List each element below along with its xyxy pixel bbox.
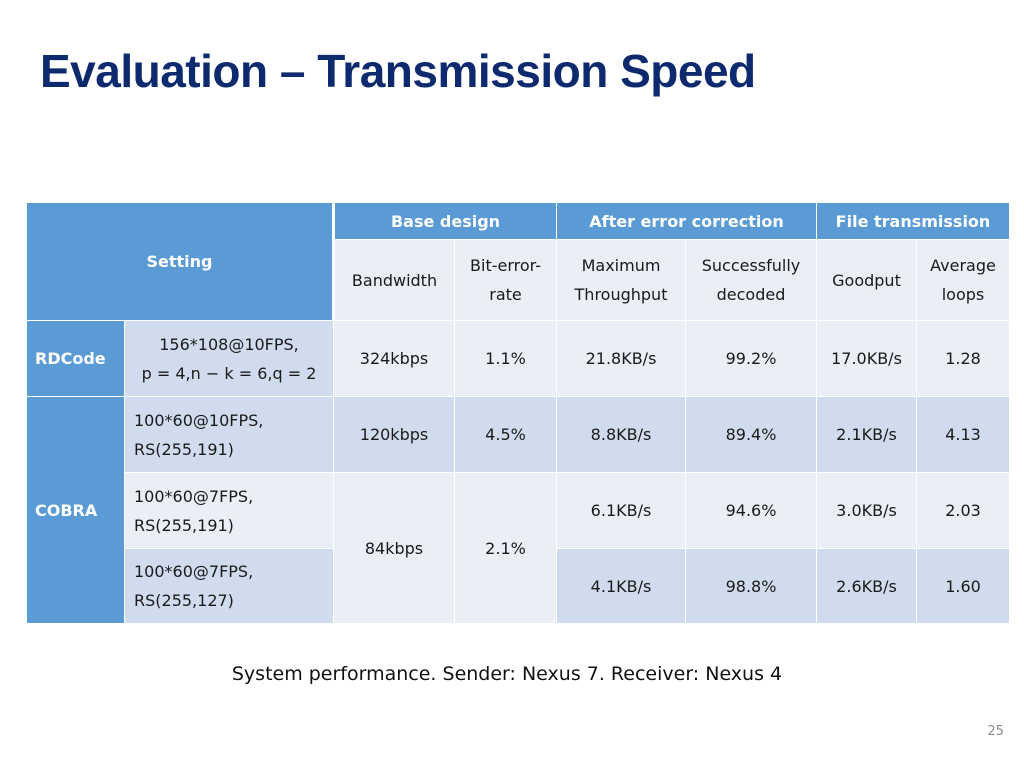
- col-header-max-throughput: Maximum Throughput: [556, 239, 686, 321]
- col-header-line: Bandwidth: [351, 270, 438, 290]
- col-header-line: Goodput: [832, 270, 901, 290]
- setting-cell: 100*60@10FPS, RS(255,191): [124, 396, 334, 473]
- col-header-bandwidth: Bandwidth: [333, 239, 455, 321]
- setting-line: 100*60@7FPS,: [134, 486, 254, 506]
- bandwidth-cell: 324kbps: [333, 320, 455, 397]
- decoded-cell: 89.4%: [685, 396, 817, 473]
- setting-line: 156*108@10FPS,: [159, 334, 299, 354]
- setting-cell: 156*108@10FPS, p = 4,n − k = 6,q = 2: [124, 320, 334, 397]
- setting-header-label: Setting: [146, 252, 213, 271]
- group-header-base-design: Base design: [333, 202, 557, 240]
- col-header-successfully-decoded: Successfully decoded: [685, 239, 817, 321]
- goodput-cell: 2.6KB/s: [816, 548, 917, 624]
- setting-cell: 100*60@7FPS, RS(255,127): [124, 548, 334, 624]
- table-row: COBRA 100*60@10FPS, RS(255,191) 120kbps 4…: [26, 396, 1010, 624]
- throughput-cell: 21.8KB/s: [556, 320, 686, 397]
- setting-header: Setting: [26, 202, 335, 321]
- col-header-line: Throughput: [574, 285, 668, 304]
- system-label-cobra: COBRA: [26, 396, 125, 624]
- setting-line: 100*60@7FPS,: [134, 562, 254, 581]
- table-caption: System performance. Sender: Nexus 7. Rec…: [231, 663, 783, 685]
- goodput-cell: 2.1KB/s: [816, 396, 917, 473]
- throughput-cell: 6.1KB/s: [556, 472, 686, 549]
- loops-cell: 2.03: [916, 472, 1010, 549]
- system-label-rdcode: RDCode: [26, 320, 125, 397]
- throughput-cell: 4.1KB/s: [556, 548, 686, 624]
- col-header-line: Maximum: [581, 256, 661, 275]
- ber-cell: 1.1%: [454, 320, 557, 397]
- throughput-cell: 8.8KB/s: [556, 396, 686, 473]
- bandwidth-cell: 84kbps: [333, 472, 455, 624]
- ber-cell: 2.1%: [454, 472, 557, 624]
- decoded-cell: 94.6%: [685, 472, 817, 549]
- group-header-file-transmission: File transmission: [816, 202, 1010, 240]
- setting-line: RS(255,127): [134, 591, 234, 610]
- col-header-line: Average: [930, 256, 996, 275]
- setting-cell: 100*60@7FPS, RS(255,191): [124, 472, 334, 549]
- col-header-line: rate: [489, 285, 522, 304]
- loops-cell: 1.60: [916, 548, 1010, 624]
- col-header-goodput: Goodput: [816, 239, 917, 321]
- setting-line: RS(255,191): [134, 515, 234, 535]
- setting-line: RS(255,191): [134, 439, 234, 459]
- setting-line: 100*60@10FPS,: [134, 410, 264, 430]
- table-row: 100*60@7FPS, RS(255,127) 4.1KB/s 98.8% 2.…: [27, 548, 1010, 624]
- ber-cell: 4.5%: [454, 396, 557, 473]
- table-row: 100*60@7FPS, RS(255,191) 84kbps 2.1% 6.1K…: [27, 472, 1010, 624]
- performance-table: Setting Base design After error correcti…: [26, 202, 1010, 624]
- slide-title: Evaluation – Transmission Speed: [40, 45, 756, 97]
- decoded-cell: 98.8%: [685, 548, 817, 624]
- goodput-cell: 3.0KB/s: [816, 472, 917, 549]
- decoded-cell: 99.2%: [685, 320, 817, 397]
- col-header-line: loops: [941, 285, 985, 304]
- loops-cell: 1.28: [916, 320, 1010, 397]
- table-row: RDCode 156*108@10FPS, p = 4,n − k = 6,q =…: [26, 320, 1010, 397]
- bandwidth-cell: 120kbps: [333, 396, 455, 473]
- page-number: 25: [987, 724, 1004, 739]
- setting-line: p = 4,n − k = 6,q = 2: [141, 363, 317, 383]
- col-header-line: Bit-error-: [470, 256, 541, 275]
- col-header-line: decoded: [716, 285, 786, 304]
- goodput-cell: 17.0KB/s: [816, 320, 917, 397]
- col-header-average-loops: Average loops: [916, 239, 1010, 321]
- group-header-error-correction: After error correction: [556, 202, 817, 240]
- loops-cell: 4.13: [916, 396, 1010, 473]
- col-header-line: Successfully: [701, 256, 801, 275]
- col-header-bit-error-rate: Bit-error-rate: [454, 239, 557, 321]
